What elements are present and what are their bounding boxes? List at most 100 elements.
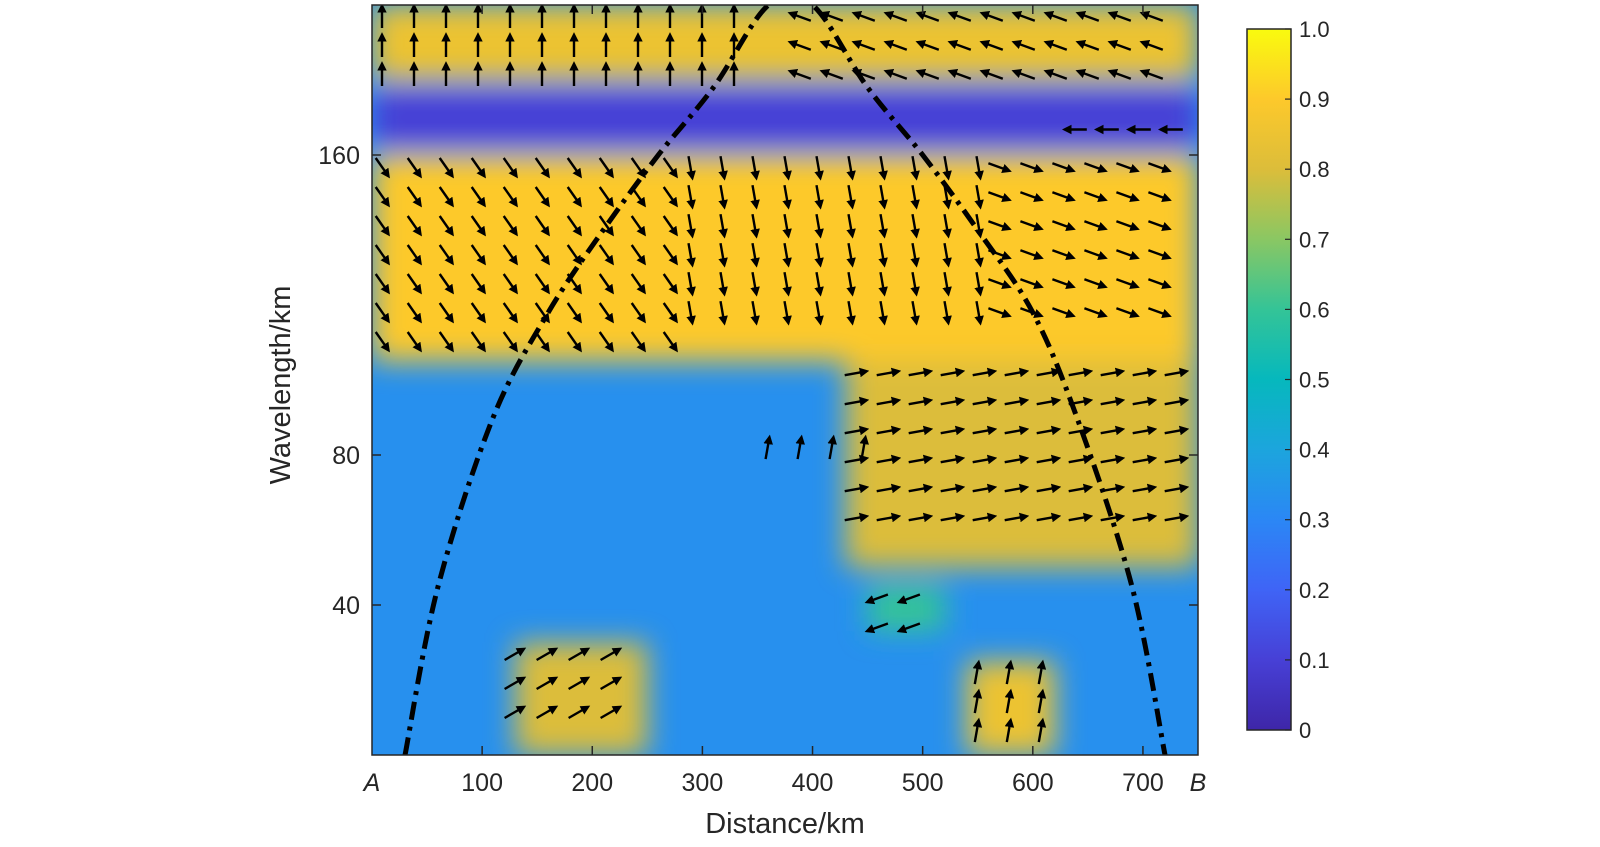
phase-arrow	[915, 69, 940, 80]
phase-arrow	[502, 186, 518, 208]
phase-arrow	[1100, 512, 1126, 523]
phase-arrow	[979, 69, 1004, 80]
y-axis-ticks: 40 80 160	[318, 142, 1198, 620]
phase-arrow	[1011, 40, 1036, 51]
phase-arrow	[876, 454, 902, 465]
x-tick-label: 600	[1012, 769, 1054, 797]
phase-arrow	[974, 242, 984, 268]
colorbar-tick-label: 0.7	[1299, 227, 1330, 252]
phase-arrow	[566, 186, 582, 208]
phase-arrow	[846, 242, 856, 268]
coherence-band-1	[372, 87, 1198, 148]
phase-arrow	[972, 396, 998, 407]
phase-arrow	[819, 69, 844, 80]
colorbar-ticks: 0 0.1 0.2 0.3 0.4 0.5 0.6 0.7 0.8 0.9 1.0	[1285, 17, 1330, 743]
phase-arrow	[876, 396, 902, 407]
plot-frame	[371, 4, 1199, 756]
phase-arrow	[1164, 396, 1190, 407]
phase-arrow	[814, 300, 824, 326]
phase-arrow	[718, 184, 728, 210]
phase-arrow	[878, 213, 888, 239]
phase-arrow	[686, 242, 696, 268]
phase-arrow	[686, 271, 696, 297]
phase-arrow	[972, 512, 998, 523]
y-tick-label: 160	[318, 142, 360, 170]
phase-arrow	[972, 717, 983, 743]
phase-arrow	[942, 155, 952, 181]
phase-arrow	[763, 434, 773, 460]
phase-arrow	[1019, 162, 1044, 173]
phase-arrow	[908, 396, 934, 407]
phase-arrow	[598, 215, 614, 237]
phase-arrow	[504, 676, 527, 691]
phase-arrow	[1083, 162, 1108, 173]
phase-arrow	[750, 155, 760, 181]
phase-arrow	[876, 512, 902, 523]
y-axis-label: Wavelength/km	[265, 286, 297, 485]
phase-arrow	[814, 155, 824, 181]
phase-arrow	[1068, 483, 1094, 494]
phase-arrow	[662, 244, 678, 266]
phase-arrow	[987, 278, 1012, 289]
phase-arrow	[1036, 483, 1062, 494]
phase-arrow	[1083, 307, 1108, 318]
phase-arrow	[718, 155, 728, 181]
phase-arrow	[630, 215, 646, 237]
phase-arrow	[406, 215, 422, 237]
x-tick-label: 300	[682, 769, 724, 797]
phase-arrow	[846, 271, 856, 297]
phase-arrow	[787, 40, 812, 51]
phase-arrow	[470, 331, 486, 353]
coherence-band-4	[515, 642, 648, 755]
phase-arrow	[470, 273, 486, 295]
phase-arrow	[1115, 191, 1140, 202]
phase-arrow	[782, 213, 792, 239]
phase-arrow	[787, 11, 812, 22]
phase-arrow	[718, 213, 728, 239]
phase-arrow	[1011, 69, 1036, 80]
phase-arrow	[851, 40, 876, 51]
phase-arrow	[1164, 483, 1190, 494]
phase-arrow	[662, 186, 678, 208]
coherence-band-3	[845, 361, 1198, 568]
phase-arrow	[1051, 162, 1076, 173]
phase-arrow	[910, 184, 920, 210]
phase-arrow	[819, 40, 844, 51]
colorbar	[1246, 28, 1292, 731]
phase-arrow	[630, 273, 646, 295]
phase-arrow	[600, 705, 623, 720]
phase-arrow	[1132, 512, 1158, 523]
phase-arrow	[972, 688, 983, 714]
phase-arrow	[908, 483, 934, 494]
phase-arrow	[1115, 278, 1140, 289]
phase-arrow	[662, 215, 678, 237]
phase-arrow	[942, 300, 952, 326]
phase-arrow	[819, 11, 844, 22]
phase-arrow	[534, 302, 550, 324]
phase-arrow	[844, 396, 870, 407]
phase-arrow	[1132, 454, 1158, 465]
phase-arrow	[942, 213, 952, 239]
phase-arrow	[568, 647, 591, 662]
phase-arrow	[662, 302, 678, 324]
phase-arrow	[1100, 396, 1126, 407]
x-end-label-a: A	[362, 769, 381, 797]
x-tick-label: 200	[571, 769, 613, 797]
phase-arrow	[1051, 278, 1076, 289]
phase-arrow	[566, 244, 582, 266]
x-tick-label: 400	[792, 769, 834, 797]
phase-arrow	[502, 273, 518, 295]
phase-arrow	[987, 307, 1012, 318]
phase-arrow	[438, 331, 454, 353]
phase-arrow	[568, 705, 591, 720]
phase-arrow	[942, 271, 952, 297]
phase-arrow	[987, 191, 1012, 202]
phase-arrow	[864, 622, 889, 634]
phase-arrow	[1019, 249, 1044, 260]
phase-arrow	[534, 273, 550, 295]
phase-arrow	[883, 11, 908, 22]
phase-arrow	[908, 454, 934, 465]
phase-arrow	[1004, 396, 1030, 407]
phase-arrow	[1164, 425, 1190, 436]
phase-arrow	[1083, 249, 1108, 260]
